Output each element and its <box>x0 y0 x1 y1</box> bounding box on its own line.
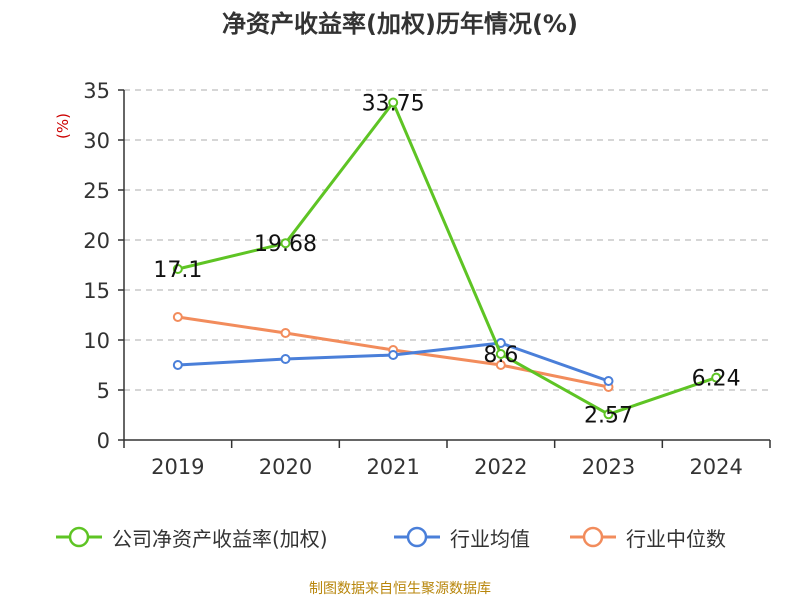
legend-label: 行业均值 <box>450 526 530 551</box>
data-label: 17.1 <box>153 258 202 283</box>
legend-item[interactable]: 行业均值 <box>392 520 530 554</box>
data-point <box>495 349 506 359</box>
series-lines <box>172 97 722 420</box>
x-tick-label: 2021 <box>366 455 419 479</box>
y-tick-label: 5 <box>97 379 110 403</box>
legend-label: 公司净资产收益率(加权) <box>112 526 328 551</box>
data-label: 19.68 <box>254 232 317 257</box>
series-line <box>177 101 717 416</box>
y-tick-label: 20 <box>83 229 110 253</box>
legend-label: 行业中位数 <box>626 526 726 551</box>
data-point <box>280 354 291 364</box>
x-tick-label: 2020 <box>259 455 312 479</box>
data-point <box>603 376 614 386</box>
x-tick-label: 2023 <box>582 455 635 479</box>
data-point <box>280 328 291 338</box>
chart-title: 净资产收益率(加权)历年情况(%) <box>222 10 578 38</box>
data-label: 8.6 <box>483 343 518 368</box>
data-label: 33.75 <box>362 92 425 117</box>
data-point <box>280 238 291 249</box>
legend-item[interactable]: 行业中位数 <box>568 520 726 554</box>
data-point <box>172 312 183 322</box>
legend-swatch-icon <box>394 526 440 548</box>
data-label: 2.57 <box>584 403 633 428</box>
data-label: 6.24 <box>692 367 741 392</box>
y-tick-label: 25 <box>83 179 110 203</box>
y-tick-label: 15 <box>83 279 110 303</box>
data-labels: 17.1 19.68 33.75 8.6 2.57 6.24 <box>153 92 740 429</box>
legend-swatch-icon <box>570 526 616 548</box>
x-tick-label: 2024 <box>689 455 742 479</box>
x-tick-label: 2022 <box>474 455 527 479</box>
data-point <box>172 360 183 370</box>
grid-lines <box>124 89 770 391</box>
y-axis-label: (%) <box>54 113 72 139</box>
y-tick-label: 35 <box>83 79 110 103</box>
data-point <box>172 264 183 274</box>
y-tick-label: 10 <box>83 329 110 353</box>
axes: 0 5 10 15 20 25 30 35 2019 2020 2021 2022 2023 2024 <box>83 79 771 479</box>
x-tick-label: 2019 <box>151 455 204 479</box>
data-point <box>711 372 722 383</box>
data-point <box>603 409 614 420</box>
y-tick-label: 0 <box>97 429 110 453</box>
legend-item[interactable]: 公司净资产收益率(加权) <box>54 520 328 554</box>
data-point <box>388 97 399 108</box>
legend-swatch-icon <box>56 526 102 548</box>
y-tick-label: 30 <box>83 129 110 153</box>
data-point <box>495 360 506 370</box>
source-note: 制图数据来自恒生聚源数据库 <box>309 581 491 597</box>
data-point <box>388 350 399 360</box>
